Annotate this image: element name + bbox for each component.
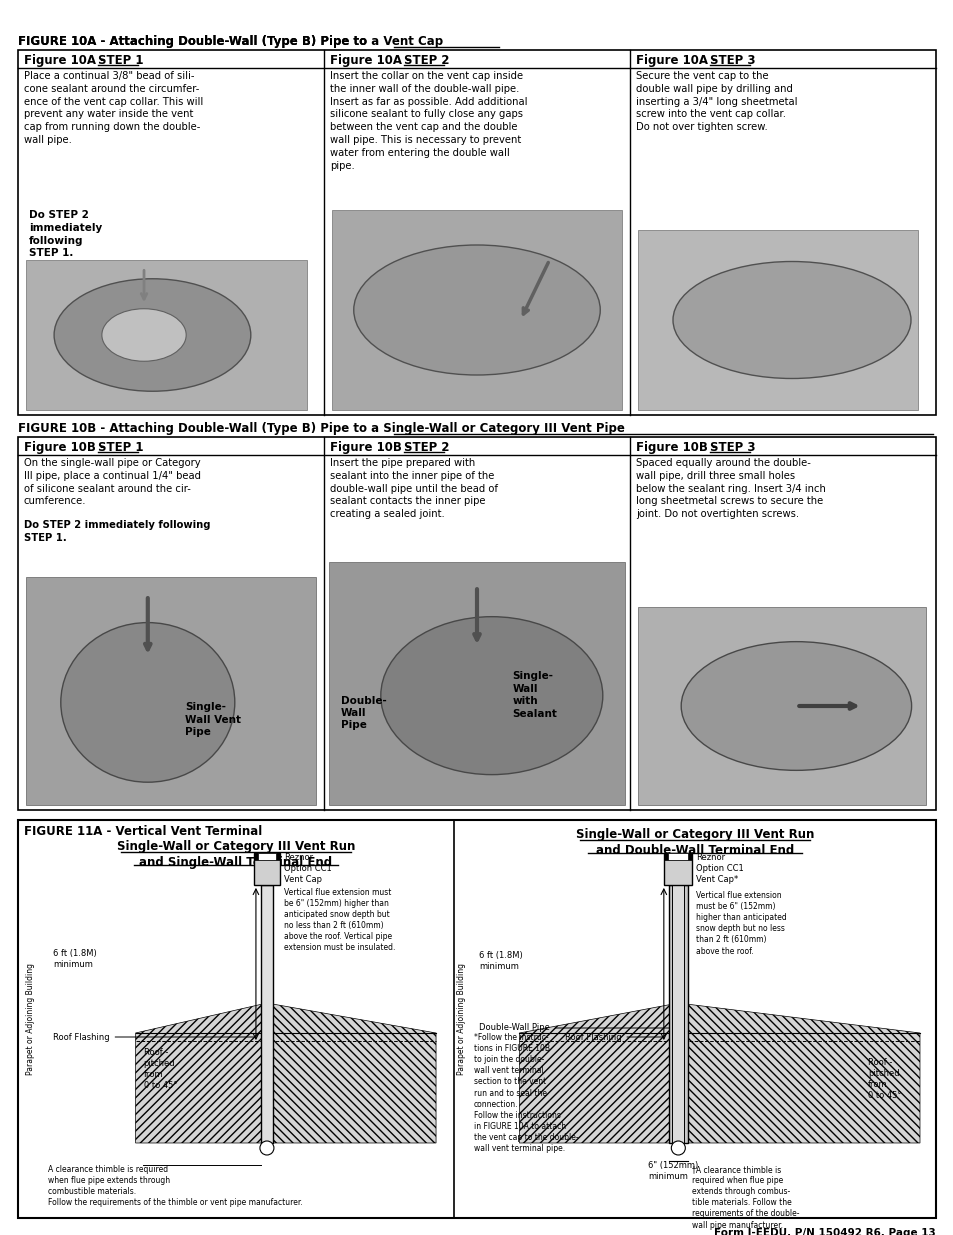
Bar (18, 437, 935, 810)
Text: STEP 2: STEP 2 (403, 54, 449, 67)
Text: STEP 3: STEP 3 (709, 54, 755, 67)
Text: STEP 2: STEP 2 (403, 441, 449, 454)
Bar (18, 49, 935, 415)
Ellipse shape (672, 262, 910, 378)
Bar (253, 853, 279, 885)
Text: *Follow the instruc-
tions in FIGURE 10B
to join the double-
wall vent terminal
: *Follow the instruc- tions in FIGURE 10B… (474, 1032, 578, 1153)
Text: STEP 3: STEP 3 (709, 441, 755, 454)
Bar (668, 853, 688, 860)
Text: Figure 10B -: Figure 10B - (24, 441, 109, 454)
Ellipse shape (680, 642, 911, 771)
Text: Figure 10A -: Figure 10A - (24, 54, 109, 67)
Bar (638, 606, 925, 805)
Text: Insert the pipe prepared with
sealant into the inner pipe of the
double-wall pip: Insert the pipe prepared with sealant in… (330, 458, 497, 519)
Text: †A clearance thimble is
required when flue pipe
extends through combus-
tible ma: †A clearance thimble is required when fl… (691, 1165, 799, 1230)
Text: FIGURE 11A - Vertical Vent Terminal: FIGURE 11A - Vertical Vent Terminal (24, 825, 262, 839)
Circle shape (671, 1141, 684, 1155)
Text: 6" (152mm)
minimum: 6" (152mm) minimum (648, 1161, 698, 1181)
Text: Do STEP 2 immediately following
STEP 1.: Do STEP 2 immediately following STEP 1. (24, 520, 211, 543)
Text: Single-
Wall Vent
Pipe: Single- Wall Vent Pipe (185, 703, 241, 737)
Text: Reznor
Option CC1
Vent Cap*: Reznor Option CC1 Vent Cap* (696, 853, 743, 884)
Polygon shape (267, 1003, 436, 1144)
Bar (638, 230, 917, 410)
Ellipse shape (354, 245, 599, 375)
Ellipse shape (102, 309, 186, 362)
Bar (663, 853, 692, 860)
Text: Secure the vent cap to the
double wall pipe by drilling and
inserting a 3/4" lon: Secure the vent cap to the double wall p… (636, 70, 797, 132)
Text: Spaced equally around the double-
wall pipe, drill three small holes
below the s: Spaced equally around the double- wall p… (636, 458, 825, 519)
Ellipse shape (54, 279, 251, 391)
Text: Do STEP 2
immediately
following
STEP 1.: Do STEP 2 immediately following STEP 1. (29, 210, 102, 258)
Bar (668, 885, 687, 1144)
Polygon shape (135, 1003, 267, 1144)
Text: Figure 10B -: Figure 10B - (330, 441, 415, 454)
Text: 6 ft (1.8M)
minimum: 6 ft (1.8M) minimum (478, 951, 522, 971)
Bar (663, 853, 692, 885)
Text: Vertical flue extension
must be 6" (152mm)
higher than anticipated
snow depth bu: Vertical flue extension must be 6" (152m… (696, 890, 786, 956)
Bar (26, 261, 307, 410)
Text: Single-
Wall
with
Sealant: Single- Wall with Sealant (512, 672, 557, 719)
Bar (329, 562, 624, 805)
Bar (26, 577, 315, 805)
Text: Figure 10A -: Figure 10A - (636, 54, 720, 67)
Bar (253, 853, 279, 860)
Text: Reznor
Option CC1
Vent Cap: Reznor Option CC1 Vent Cap (284, 853, 332, 884)
Circle shape (259, 1141, 274, 1155)
Text: On the single-wall pipe or Category
III pipe, place a continual 1/4" bead
of sil: On the single-wall pipe or Category III … (24, 458, 201, 506)
Text: STEP 1: STEP 1 (98, 54, 143, 67)
Text: Parapet or Adjoining Building: Parapet or Adjoining Building (27, 963, 35, 1074)
Ellipse shape (380, 616, 602, 774)
Text: Figure 10B -: Figure 10B - (636, 441, 720, 454)
Text: STEP 1: STEP 1 (98, 441, 143, 454)
Text: Figure 10A -: Figure 10A - (330, 54, 415, 67)
Text: Form I-EEDU, P/N 150492 R6, Page 13: Form I-EEDU, P/N 150492 R6, Page 13 (714, 1228, 935, 1235)
Polygon shape (518, 1003, 678, 1144)
Text: A clearance thimble is required
when flue pipe extends through
combustible mater: A clearance thimble is required when flu… (48, 1165, 302, 1208)
Text: Roof Flashing: Roof Flashing (53, 1032, 256, 1041)
Text: Insert the collar on the vent cap inside
the inner wall of the double-wall pipe.: Insert the collar on the vent cap inside… (330, 70, 527, 170)
Polygon shape (678, 1003, 919, 1144)
Bar (261, 885, 273, 1144)
Text: 6 ft (1.8M)
minimum: 6 ft (1.8M) minimum (53, 948, 96, 969)
Text: Double-
Wall
Pipe: Double- Wall Pipe (340, 695, 386, 730)
Text: Roof -
pitched
from
0 to 45°: Roof - pitched from 0 to 45° (143, 1049, 177, 1091)
Text: Single-Wall or Category III Vent Run
and Single-Wall Terminal End: Single-Wall or Category III Vent Run and… (116, 840, 355, 869)
Text: FIGURE 10B - Attaching Double-Wall (Type B) Pipe to a Single-Wall or Category II: FIGURE 10B - Attaching Double-Wall (Type… (18, 422, 624, 435)
Text: Single-Wall or Category III Vent Run
and Double-Wall Terminal End: Single-Wall or Category III Vent Run and… (576, 827, 813, 857)
Text: Roof -
pitched
from
0 to 45°: Roof - pitched from 0 to 45° (867, 1058, 901, 1100)
Bar (18, 820, 935, 1218)
Text: Roof Flashing: Roof Flashing (564, 1032, 663, 1041)
Bar (257, 853, 275, 860)
Text: Vertical flue extension must
be 6" (152mm) higher than
anticipated snow depth bu: Vertical flue extension must be 6" (152m… (284, 888, 395, 952)
Bar (672, 885, 683, 1144)
Text: FIGURE 10A - Attaching Double-Wall (Type B) Pipe to: FIGURE 10A - Attaching Double-Wall (Type… (18, 35, 371, 48)
Text: Place a continual 3/8" bead of sili-
cone sealant around the circumfer-
ence of : Place a continual 3/8" bead of sili- con… (24, 70, 203, 144)
Ellipse shape (61, 622, 234, 782)
Text: Double-Wall Pipe: Double-Wall Pipe (478, 1024, 683, 1032)
Text: FIGURE 10A - Attaching Double-Wall (Type B) Pipe to a Vent Cap: FIGURE 10A - Attaching Double-Wall (Type… (18, 35, 442, 48)
Text: Parapet or Adjoining Building: Parapet or Adjoining Building (456, 963, 465, 1074)
Bar (332, 210, 621, 410)
